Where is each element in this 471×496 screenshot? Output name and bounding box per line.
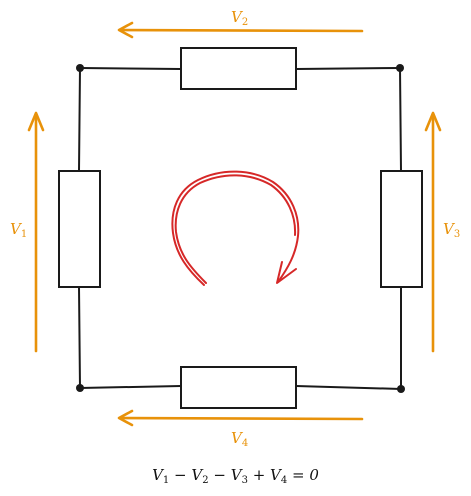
node-bottom-left bbox=[76, 384, 84, 392]
eq-op-3: + bbox=[248, 466, 270, 484]
label-v2: V2 bbox=[231, 8, 248, 28]
arrow-v4 bbox=[119, 411, 362, 425]
circuit-svg: V2 V1 V3 V4 bbox=[0, 0, 471, 460]
eq-op-1: − bbox=[169, 466, 191, 484]
resistors bbox=[59, 48, 422, 408]
arrow-v3 bbox=[426, 113, 440, 351]
node-bottom-right bbox=[397, 385, 405, 393]
loop-arrow-icon bbox=[172, 172, 298, 285]
node-top-right bbox=[396, 64, 404, 72]
label-v1: V1 bbox=[10, 220, 27, 240]
resistor-right bbox=[381, 171, 422, 287]
eq-term-2: V2 bbox=[191, 466, 208, 484]
wire-bottom-left bbox=[80, 386, 181, 388]
eq-op-2: − bbox=[209, 466, 231, 484]
eq-rhs: = 0 bbox=[287, 466, 319, 484]
wire-left-bottom bbox=[79, 287, 80, 388]
wire-bottom-right bbox=[296, 386, 401, 389]
kvl-equation: V1 − V2 − V3 + V4 = 0 bbox=[0, 466, 471, 486]
wire-top-right bbox=[296, 68, 400, 69]
wire-top-left bbox=[80, 68, 181, 69]
label-v4: V4 bbox=[231, 429, 248, 449]
eq-term-3: V3 bbox=[231, 466, 248, 484]
resistor-bottom bbox=[181, 367, 296, 408]
resistor-top bbox=[181, 48, 296, 89]
wire-left-top bbox=[79, 68, 80, 171]
circuit-wires bbox=[79, 68, 401, 389]
arrow-v1 bbox=[29, 113, 43, 351]
circuit-nodes bbox=[76, 64, 405, 393]
resistor-left bbox=[59, 171, 100, 287]
eq-term-1: V1 bbox=[152, 466, 169, 484]
wire-right-top bbox=[400, 68, 401, 171]
eq-term-4: V4 bbox=[270, 466, 287, 484]
node-top-left bbox=[76, 64, 84, 72]
label-v3: V3 bbox=[443, 220, 460, 240]
